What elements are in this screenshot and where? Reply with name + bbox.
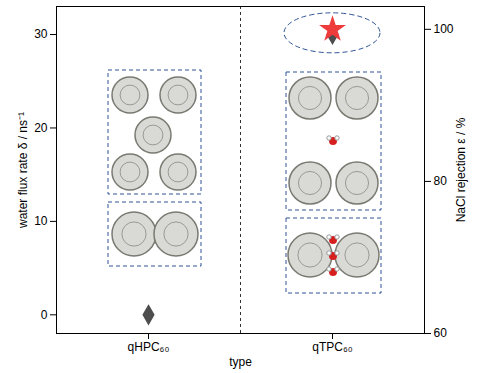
svg-text:NaCl rejection ε / %: NaCl rejection ε / % [454,117,468,222]
svg-text:10: 10 [34,214,48,228]
svg-text:0: 0 [41,308,48,322]
svg-text:type: type [229,355,252,369]
svg-text:20: 20 [34,121,48,135]
svg-text:60: 60 [434,326,448,340]
svg-text:30: 30 [34,27,48,41]
svg-text:80: 80 [434,174,448,188]
svg-text:qHPC₆₀: qHPC₆₀ [128,340,170,354]
svg-text:water flux rate δ / ns⁻¹: water flux rate δ / ns⁻¹ [16,112,30,229]
svg-text:qTPC₆₀: qTPC₆₀ [312,340,353,354]
svg-text:100: 100 [434,22,454,36]
